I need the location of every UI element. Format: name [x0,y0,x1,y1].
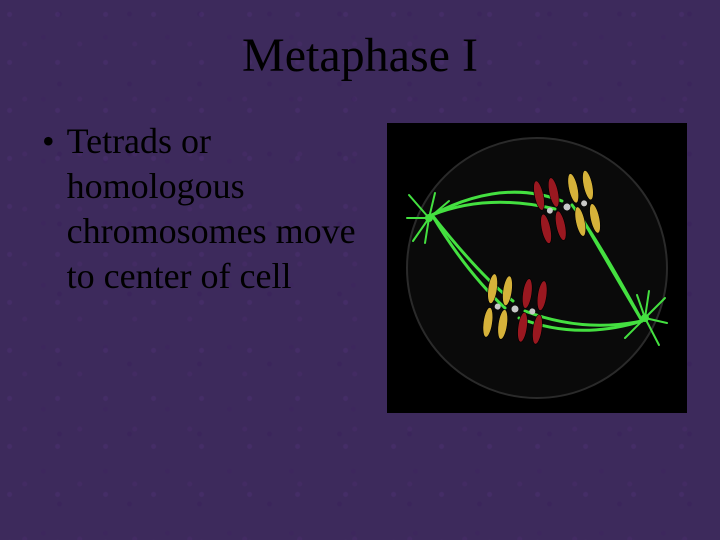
slide-title: Metaphase I [0,0,720,101]
slide-content: • Tetrads or homologous chromosomes move… [0,101,720,413]
cell-figure [382,119,692,413]
metaphase-cell-diagram [387,123,687,413]
bullet-text: Tetrads or homologous chromosomes move t… [67,119,382,299]
bullet-marker: • [42,119,55,164]
bullet-item: • Tetrads or homologous chromosomes move… [42,119,382,299]
